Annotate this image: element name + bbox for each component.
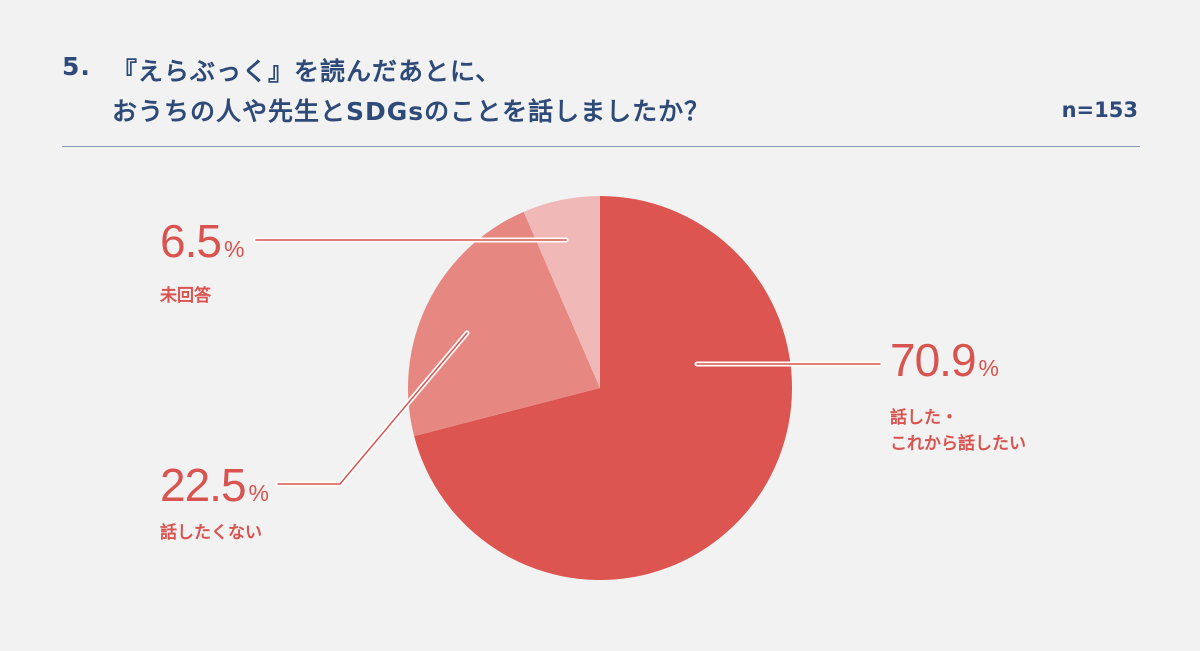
pie-slice-no-answer bbox=[523, 196, 600, 388]
category-label-line: 話した・ bbox=[890, 408, 958, 428]
question-number: 5. bbox=[62, 52, 91, 81]
pie-slice-not-talked bbox=[408, 211, 600, 437]
category-label-line: 未回答 bbox=[160, 286, 211, 306]
slice-category-label-no-answer: 未回答 bbox=[160, 283, 211, 309]
title-divider bbox=[62, 146, 1140, 147]
pie-slice-talked bbox=[414, 196, 792, 580]
category-label-line: 話したくない bbox=[160, 523, 262, 543]
slice-value-label-not-talked: 22.5% bbox=[160, 462, 269, 508]
leader-line-not-talked bbox=[277, 332, 468, 485]
question-title-line-1: 『えらぶっく』を読んだあとに、 bbox=[112, 57, 502, 86]
slice-value-label-talked: 70.9% bbox=[890, 337, 999, 383]
slice-value-label-no-answer: 6.5% bbox=[160, 218, 244, 264]
slice-value-number: 6.5 bbox=[160, 215, 222, 267]
sample-size: n=153 bbox=[1061, 98, 1138, 122]
slice-category-label-talked: 話した・ これから話したい bbox=[890, 405, 1026, 458]
percent-unit: % bbox=[223, 236, 245, 262]
percent-unit: % bbox=[248, 480, 269, 506]
slice-value-number: 22.5 bbox=[160, 459, 247, 511]
slice-value-number: 70.9 bbox=[890, 334, 977, 386]
category-label-line: これから話したい bbox=[890, 434, 1026, 455]
question-title-line-2: おうちの人や先生とSDGsのことを話しましたか？ bbox=[112, 97, 711, 126]
percent-unit: % bbox=[978, 355, 999, 381]
slice-category-label-not-talked: 話したくない bbox=[160, 520, 262, 546]
